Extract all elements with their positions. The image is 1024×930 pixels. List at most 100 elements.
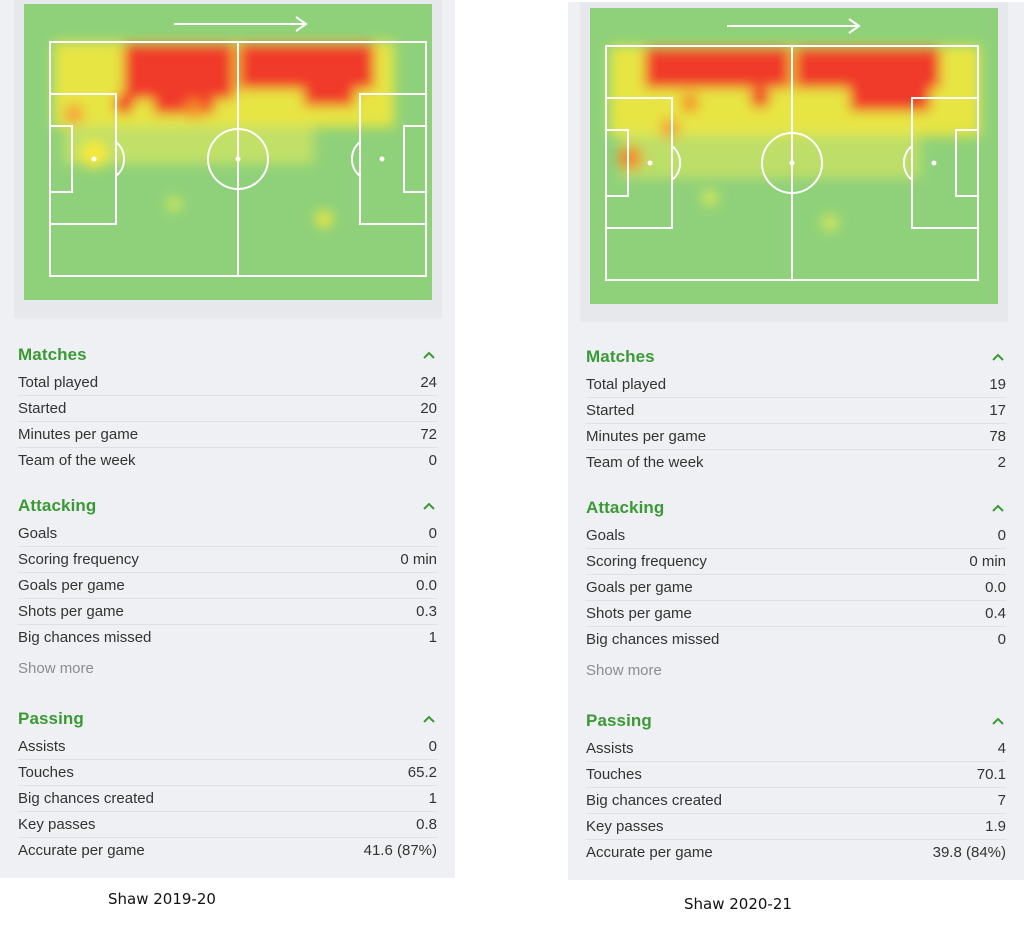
stat-value: 0 min bbox=[969, 553, 1006, 570]
show-more-link[interactable]: Show more bbox=[18, 659, 94, 677]
stat-value: 0 bbox=[428, 452, 437, 469]
stat-label: Team of the week bbox=[18, 452, 136, 469]
show-more-link[interactable]: Show more bbox=[586, 661, 662, 679]
stat-row: Team of the week 2 bbox=[586, 450, 1006, 475]
section-title: Passing bbox=[18, 709, 84, 728]
stat-label: Goals bbox=[18, 525, 58, 542]
stat-value: 24 bbox=[420, 374, 437, 391]
stat-row: Goals per game 0.0 bbox=[18, 573, 437, 599]
stat-label: Started bbox=[18, 400, 67, 417]
stat-label: Total played bbox=[586, 376, 667, 393]
left-stats-list: Matches Total played 24 Started 20 Minutes… bbox=[18, 340, 437, 863]
stat-value: 0 bbox=[428, 738, 437, 755]
stat-value: 0.8 bbox=[416, 816, 437, 833]
stat-value: 1.9 bbox=[985, 818, 1006, 835]
stat-label: Touches bbox=[586, 766, 642, 783]
section-title: Matches bbox=[18, 345, 87, 364]
right-caption: Shaw 2020-21 bbox=[684, 895, 792, 913]
stat-label: Assists bbox=[18, 738, 66, 755]
stat-label: Goals per game bbox=[586, 579, 693, 596]
stat-row: Total played 19 bbox=[586, 372, 1006, 398]
stat-label: Big chances created bbox=[18, 790, 154, 807]
stat-row: Big chances created 7 bbox=[586, 788, 1006, 814]
stat-value: 0 bbox=[428, 525, 437, 542]
stat-row: Minutes per game 72 bbox=[18, 422, 437, 448]
stat-row: Team of the week 0 bbox=[18, 448, 437, 473]
stat-row: Assists 0 bbox=[18, 734, 437, 760]
matches-section-header[interactable]: Matches bbox=[586, 342, 1006, 372]
stat-row: Assists 4 bbox=[586, 736, 1006, 762]
stat-value: 19 bbox=[989, 376, 1006, 393]
stat-value: 0 bbox=[997, 631, 1006, 648]
stat-row: Scoring frequency 0 min bbox=[18, 547, 437, 573]
chevron-up-icon[interactable] bbox=[990, 500, 1006, 516]
stat-value: 1 bbox=[428, 629, 437, 646]
stat-label: Big chances created bbox=[586, 792, 722, 809]
chevron-up-icon[interactable] bbox=[421, 711, 437, 727]
stat-label: Scoring frequency bbox=[18, 551, 139, 568]
stat-label: Minutes per game bbox=[18, 426, 139, 443]
stat-value: 0 bbox=[997, 527, 1006, 544]
stat-label: Accurate per game bbox=[18, 842, 145, 859]
stat-value: 70.1 bbox=[976, 766, 1006, 783]
stat-label: Total played bbox=[18, 374, 99, 391]
attacking-section-header[interactable]: Attacking bbox=[586, 493, 1006, 523]
stat-label: Goals per game bbox=[18, 577, 125, 594]
passing-section-header[interactable]: Passing bbox=[586, 706, 1006, 736]
section-title: Attacking bbox=[586, 498, 665, 517]
stat-value: 0 min bbox=[400, 551, 437, 568]
passing-section-header[interactable]: Passing bbox=[18, 704, 437, 734]
stat-row: Scoring frequency 0 min bbox=[586, 549, 1006, 575]
stat-row: Touches 65.2 bbox=[18, 760, 437, 786]
section-title: Matches bbox=[586, 347, 655, 366]
stat-label: Assists bbox=[586, 740, 634, 757]
attacking-section-header[interactable]: Attacking bbox=[18, 491, 437, 521]
stat-value: 65.2 bbox=[407, 764, 437, 781]
stat-label: Goals bbox=[586, 527, 626, 544]
stat-value: 20 bbox=[420, 400, 437, 417]
stat-row: Big chances missed 0 bbox=[586, 627, 1006, 652]
stat-label: Key passes bbox=[18, 816, 96, 833]
left-caption: Shaw 2019-20 bbox=[108, 890, 216, 908]
stat-row: Started 17 bbox=[586, 398, 1006, 424]
chevron-up-icon[interactable] bbox=[990, 713, 1006, 729]
stat-value: 72 bbox=[420, 426, 437, 443]
stat-label: Started bbox=[586, 402, 635, 419]
stat-row: Key passes 1.9 bbox=[586, 814, 1006, 840]
stat-value: 39.8 (84%) bbox=[932, 844, 1006, 861]
section-title: Passing bbox=[586, 711, 652, 730]
matches-section-header[interactable]: Matches bbox=[18, 340, 437, 370]
stat-value: 2 bbox=[997, 454, 1006, 471]
stat-row: Accurate per game 39.8 (84%) bbox=[586, 840, 1006, 865]
heatmap-pitch bbox=[590, 8, 998, 304]
stat-label: Key passes bbox=[586, 818, 664, 835]
heatmap-svg bbox=[605, 45, 980, 281]
stat-label: Touches bbox=[18, 764, 74, 781]
stat-row: Goals per game 0.0 bbox=[586, 575, 1006, 601]
stat-row: Big chances missed 1 bbox=[18, 625, 437, 650]
stat-row: Total played 24 bbox=[18, 370, 437, 396]
stat-row: Goals 0 bbox=[586, 523, 1006, 549]
stat-label: Shots per game bbox=[18, 603, 124, 620]
stat-row: Accurate per game 41.6 (87%) bbox=[18, 838, 437, 863]
stat-value: 41.6 (87%) bbox=[363, 842, 437, 859]
stat-label: Accurate per game bbox=[586, 844, 713, 861]
heatmap-container bbox=[580, 2, 1008, 322]
chevron-up-icon[interactable] bbox=[421, 347, 437, 363]
stat-label: Team of the week bbox=[586, 454, 704, 471]
left-stats-panel: Matches Total played 24 Started 20 Minutes… bbox=[0, 0, 455, 878]
stat-value: 4 bbox=[997, 740, 1006, 757]
heatmap-svg bbox=[49, 41, 427, 277]
stat-row: Minutes per game 78 bbox=[586, 424, 1006, 450]
stat-row: Shots per game 0.4 bbox=[586, 601, 1006, 627]
stat-value: 0.0 bbox=[985, 579, 1006, 596]
heatmap-pitch bbox=[24, 4, 432, 300]
chevron-up-icon[interactable] bbox=[990, 349, 1006, 365]
section-title: Attacking bbox=[18, 496, 97, 515]
stat-label: Shots per game bbox=[586, 605, 692, 622]
heatmap-container bbox=[14, 0, 442, 318]
chevron-up-icon[interactable] bbox=[421, 498, 437, 514]
stat-value: 0.0 bbox=[416, 577, 437, 594]
stat-row: Started 20 bbox=[18, 396, 437, 422]
stat-value: 17 bbox=[989, 402, 1006, 419]
